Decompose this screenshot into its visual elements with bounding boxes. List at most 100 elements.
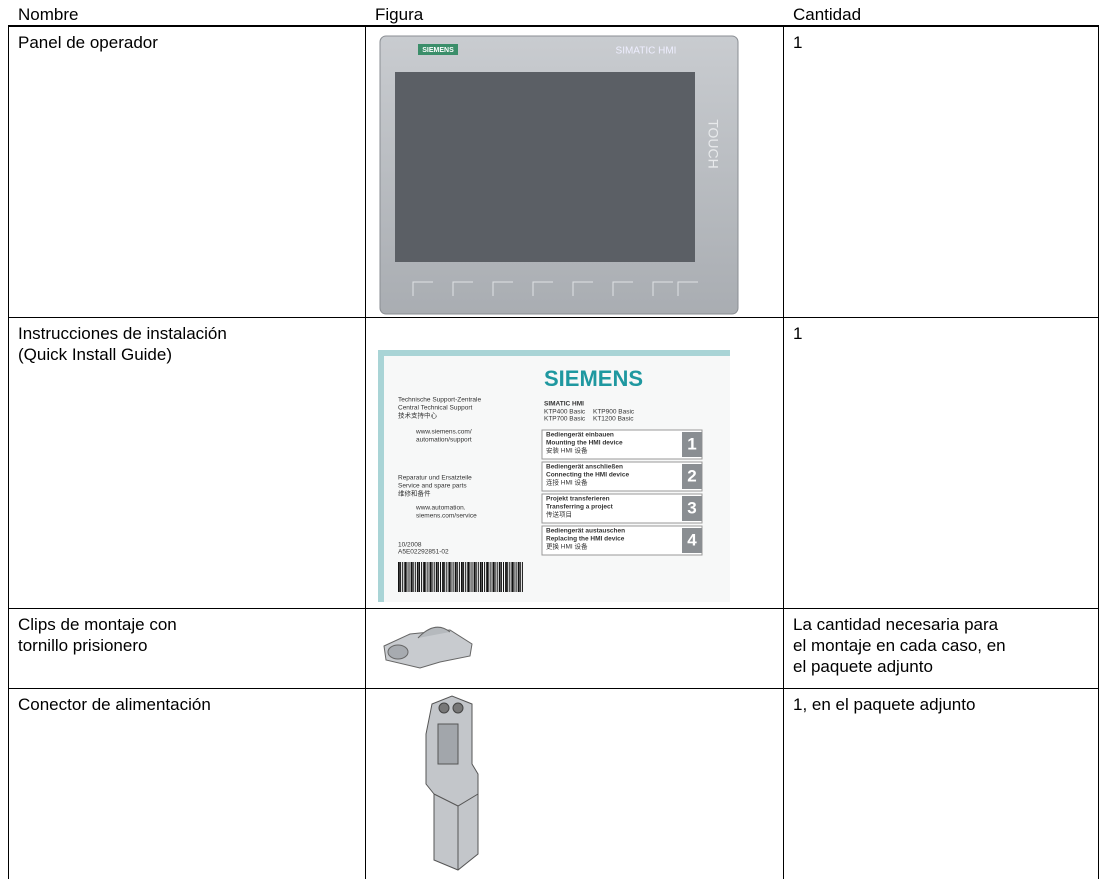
barcode-bar bbox=[448, 562, 451, 592]
barcode-bar bbox=[444, 562, 446, 592]
barcode-bar bbox=[429, 562, 432, 592]
barcode-bar bbox=[416, 562, 419, 592]
barcode-bar bbox=[456, 562, 458, 592]
barcode-bar bbox=[471, 562, 473, 592]
row-border bbox=[8, 608, 1099, 609]
barcode-bar bbox=[458, 562, 460, 592]
step-text: Bediengerät einbauen bbox=[546, 432, 614, 439]
barcode-bar bbox=[435, 562, 438, 592]
guide-text: Reparatur und Ersatzteile bbox=[398, 475, 472, 482]
barcode-bar bbox=[427, 562, 429, 592]
barcode-bar bbox=[494, 562, 496, 592]
table-cell: Instrucciones de instalación (Quick Insta… bbox=[8, 317, 365, 369]
barcode-bar bbox=[482, 562, 483, 592]
cell-line: 1 bbox=[793, 324, 803, 343]
barcode-bar bbox=[503, 562, 504, 592]
step-text: 安装 HMI 设备 bbox=[546, 446, 588, 455]
panel-figure: SIEMENS SIMATIC HMI TOUCH bbox=[379, 35, 739, 315]
table-cell: 1 bbox=[783, 26, 1098, 57]
barcode-bar bbox=[488, 562, 490, 592]
barcode-bar bbox=[461, 562, 463, 592]
column-border bbox=[8, 26, 9, 879]
barcode-bar bbox=[505, 562, 507, 592]
cell-line: (Quick Install Guide) bbox=[18, 345, 172, 364]
step-box bbox=[541, 525, 703, 556]
barcode-bar bbox=[500, 562, 502, 592]
barcode-bar bbox=[511, 562, 514, 592]
table-cell: Panel de operador bbox=[8, 26, 365, 57]
barcode-bar bbox=[423, 562, 425, 592]
barcode-bar bbox=[440, 562, 441, 592]
barcode-bar bbox=[490, 562, 492, 592]
table-cell: Conector de alimentación bbox=[8, 688, 365, 719]
barcode-bar bbox=[400, 562, 402, 592]
table-cell: 1, en el paquete adjunto bbox=[783, 688, 1098, 719]
barcode-bar bbox=[477, 562, 479, 592]
barcode-bar bbox=[469, 562, 471, 592]
header-cell: Figura bbox=[375, 5, 424, 24]
column-border bbox=[1098, 26, 1099, 879]
step-text: Mounting the HMI device bbox=[546, 440, 623, 447]
column-border bbox=[365, 26, 366, 879]
barcode-bar bbox=[404, 562, 407, 592]
barcode-bar bbox=[421, 562, 423, 592]
step-number: 4 bbox=[687, 530, 697, 549]
guide-text: 10/2008 bbox=[398, 542, 422, 549]
step-text: 更换 HMI 设备 bbox=[546, 542, 588, 551]
row-border bbox=[8, 688, 1099, 689]
guide-model: KT1200 Basic bbox=[593, 416, 634, 423]
guide-text: 技术支持中心 bbox=[398, 411, 438, 420]
step-text: 连接 HMI 设备 bbox=[546, 478, 588, 487]
step-number-box bbox=[682, 496, 702, 521]
guide-text: automation/support bbox=[416, 437, 472, 444]
barcode-bar bbox=[479, 562, 482, 592]
cell-line: La cantidad necesaria para bbox=[793, 615, 999, 634]
step-box bbox=[541, 461, 703, 492]
table-cell: La cantidad necesaria para el montaje en … bbox=[783, 608, 1098, 681]
barcode-bar bbox=[486, 562, 488, 592]
step-box bbox=[541, 429, 703, 460]
cell-line: 1 bbox=[793, 33, 803, 52]
barcode-bar bbox=[454, 562, 457, 592]
barcode-bar bbox=[398, 562, 400, 592]
barcode-bar bbox=[402, 562, 404, 592]
step-text: Connecting the HMI device bbox=[546, 472, 629, 479]
guide-product: SIMATIC HMI bbox=[544, 401, 584, 408]
cell-line: Conector de alimentación bbox=[18, 695, 211, 714]
panel-brand: SIEMENS bbox=[422, 47, 454, 54]
guide-text: siemens.com/service bbox=[416, 513, 477, 520]
column-border bbox=[783, 26, 784, 879]
step-number: 2 bbox=[687, 466, 696, 485]
barcode-bar bbox=[437, 562, 439, 592]
guide-text: Service and spare parts bbox=[398, 483, 467, 490]
step-number-box bbox=[682, 528, 702, 553]
guide-text: Central Technical Support bbox=[398, 405, 473, 412]
clip-figure bbox=[383, 626, 473, 669]
barcode-bar bbox=[408, 562, 410, 592]
guide-model: KTP900 Basic bbox=[593, 409, 635, 416]
guide-model: KTP700 Basic bbox=[544, 416, 586, 423]
step-number: 1 bbox=[687, 434, 696, 453]
header-cell: Cantidad bbox=[793, 5, 862, 24]
barcode-bar bbox=[484, 562, 486, 592]
guide-text: www.automation. bbox=[415, 505, 466, 512]
cell-line: el paquete adjunto bbox=[793, 657, 933, 676]
cell-line: Clips de montaje con bbox=[18, 615, 177, 634]
guide-text: 维修和备件 bbox=[398, 489, 431, 498]
barcode-bar bbox=[467, 562, 470, 592]
step-text: Bediengerät anschließen bbox=[546, 464, 623, 471]
step-text: Projekt transferieren bbox=[546, 496, 610, 503]
barcode-bar bbox=[521, 562, 523, 592]
guide-figure: SIEMENS SIMATIC HMI Technische Support-Z… bbox=[378, 350, 730, 602]
barcode-bar bbox=[433, 562, 435, 592]
row-border bbox=[8, 25, 1099, 27]
barcode-bar bbox=[507, 562, 509, 592]
barcode-bar bbox=[450, 562, 452, 592]
barcode-bar bbox=[496, 562, 498, 592]
barcode-bar bbox=[515, 562, 517, 592]
cell-line: 1, en el paquete adjunto bbox=[793, 695, 976, 714]
step-text: Transferring a project bbox=[546, 504, 614, 511]
barcode-bar bbox=[425, 562, 427, 592]
cell-line: Instrucciones de instalación bbox=[18, 324, 227, 343]
